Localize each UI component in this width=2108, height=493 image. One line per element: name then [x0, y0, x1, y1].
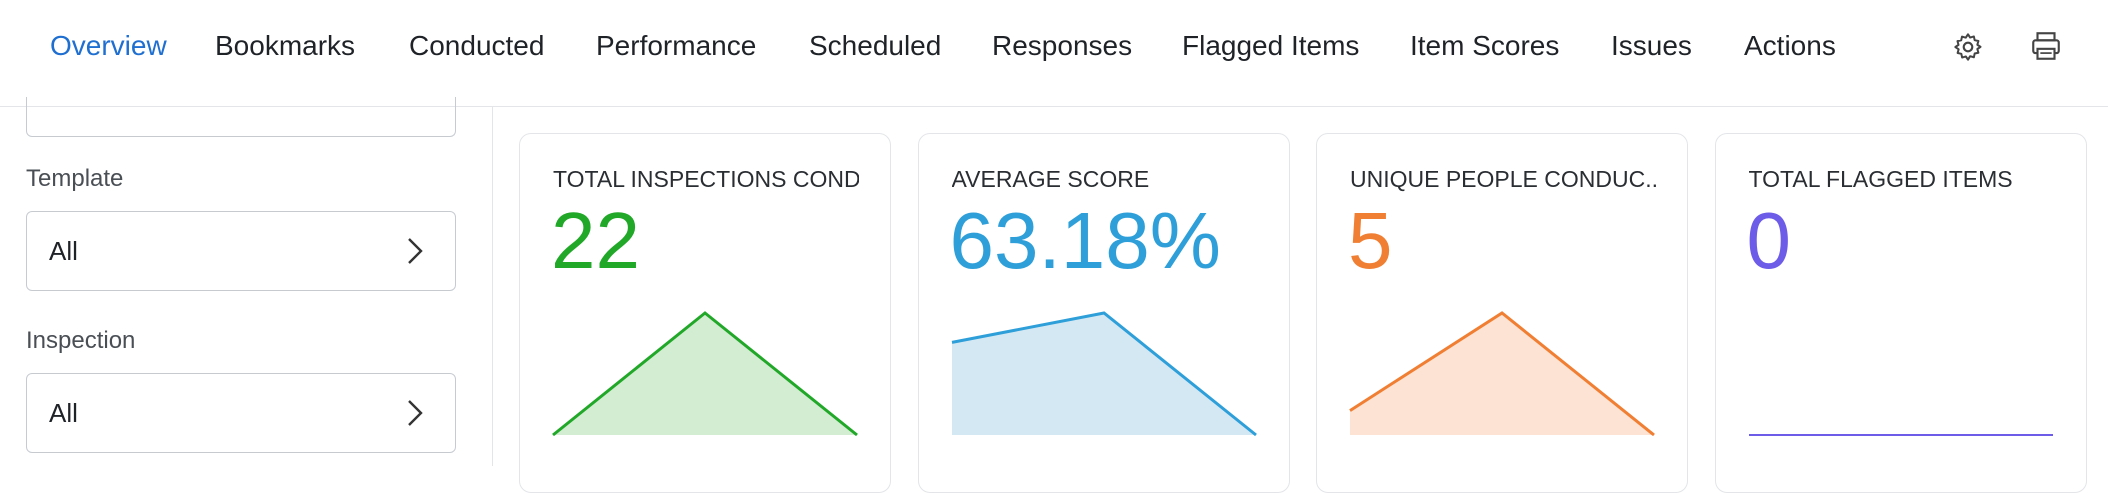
nav-tab[interactable]: Issues: [1611, 30, 1692, 61]
card-value: 22: [551, 196, 640, 285]
sparkline-line: [1349, 311, 1655, 437]
filter-label: Inspection: [26, 327, 136, 354]
sparkline: [1349, 311, 1655, 437]
card-title: TOTAL INSPECTIONS CONDU: [553, 166, 859, 192]
sparkline-line: [552, 311, 858, 437]
metric-card: UNIQUE PEOPLE CONDUC... 5: [1316, 133, 1688, 493]
metric-card: TOTAL INSPECTIONS CONDU 22: [519, 133, 891, 493]
filter-box[interactable]: [26, 97, 456, 137]
sparkline-area: [1350, 313, 1654, 435]
card-title: UNIQUE PEOPLE CONDUC...: [1350, 166, 1656, 192]
nav-tab[interactable]: Performance: [596, 30, 757, 61]
metric-card: TOTAL FLAGGED ITEMS 0: [1714, 133, 2087, 493]
nav-tab[interactable]: Overview: [50, 30, 167, 61]
nav-tab[interactable]: Item Scores: [1410, 30, 1560, 61]
nav-tab[interactable]: Flagged Items: [1182, 30, 1360, 61]
filter-box[interactable]: All: [26, 373, 456, 453]
nav-tab[interactable]: Responses: [992, 30, 1133, 61]
card-title: AVERAGE SCORE: [951, 166, 1150, 192]
print-icon[interactable]: [2029, 29, 2063, 63]
settings-icon[interactable]: [1952, 31, 1984, 63]
nav-tab[interactable]: Conducted: [409, 30, 545, 61]
nav-tab[interactable]: Bookmarks: [215, 30, 356, 61]
nav-bar: Overview Bookmarks Conducted Performance Sch…: [0, 0, 2108, 107]
filter-value: All: [49, 236, 78, 266]
filter-value: All: [49, 398, 78, 428]
sparkline-area: [951, 313, 1256, 435]
sparkline-line: [951, 311, 1257, 437]
card-value: 5: [1348, 196, 1393, 285]
sidebar: Template All Inspection All: [0, 97, 493, 466]
nav-tab[interactable]: Scheduled: [809, 30, 942, 61]
sparkline: [552, 311, 858, 437]
metric-card: AVERAGE SCORE 63.18%: [917, 133, 1290, 493]
card-value: 63.18%: [949, 196, 1221, 285]
chevron-icon: [408, 238, 423, 264]
chevron-icon: [408, 400, 423, 426]
card-title: TOTAL FLAGGED ITEMS: [1748, 166, 2013, 192]
sparkline-area: [553, 313, 857, 435]
sparkline: [951, 311, 1257, 437]
card-value: 0: [1746, 196, 1792, 285]
filter-box[interactable]: All: [26, 211, 456, 291]
sparkline: [1748, 434, 2053, 436]
nav-tab[interactable]: Actions: [1744, 30, 1836, 61]
filter-label: Template: [26, 165, 124, 192]
